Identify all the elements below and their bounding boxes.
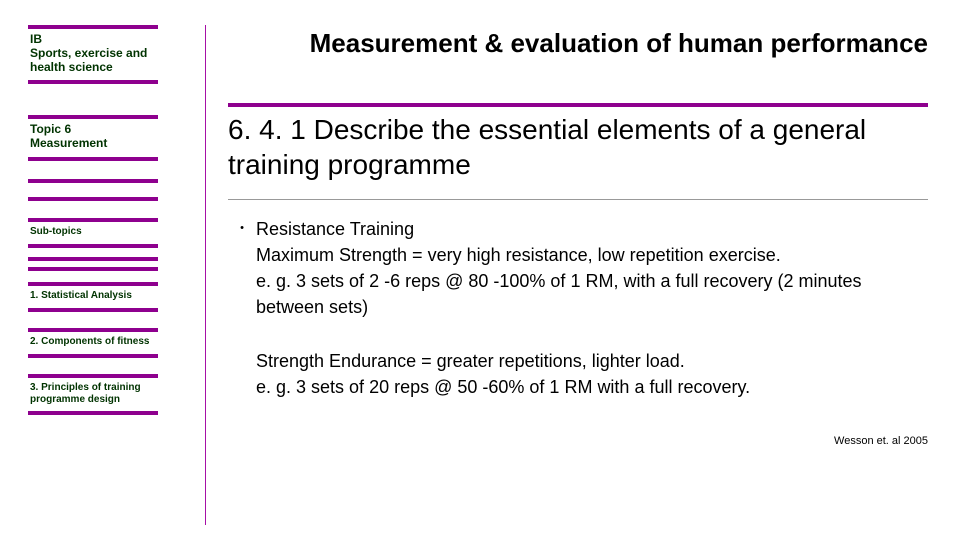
sidebar-box-components: 2. Components of fitness <box>28 328 158 358</box>
sidebar-label: 2. Components of fitness <box>28 332 158 354</box>
sidebar-box-blank <box>28 257 158 271</box>
sidebar-box-subtopics: Sub-topics <box>28 218 158 248</box>
text: 3. Principles of training programme desi… <box>30 382 141 405</box>
sidebar-box-blank <box>28 179 158 201</box>
bullet-text: Resistance Training Maximum Strength = v… <box>256 216 928 320</box>
bar <box>28 157 158 161</box>
paragraph: Strength Endurance = greater repetitions… <box>256 348 928 400</box>
bar <box>28 267 158 271</box>
body-content: • Resistance Training Maximum Strength =… <box>228 216 928 401</box>
bar <box>28 308 158 312</box>
text: Measurement <box>30 136 107 150</box>
sidebar-label: 3. Principles of training programme desi… <box>28 378 158 411</box>
vertical-divider <box>205 25 206 525</box>
sidebar-label <box>28 183 158 197</box>
bar <box>28 244 158 248</box>
slide: IB Sports, exercise and health science T… <box>0 0 960 540</box>
bar <box>28 80 158 84</box>
text: 2. Components of fitness <box>30 336 149 347</box>
text: IB <box>30 32 42 46</box>
text: 1. Statistical Analysis <box>30 290 132 301</box>
sidebar-label: Sub-topics <box>28 222 158 244</box>
text: Resistance Training <box>256 219 414 239</box>
bar <box>28 411 158 415</box>
sidebar-box-topic: Topic 6 Measurement <box>28 115 158 161</box>
title-underline <box>228 103 928 107</box>
text: Sub-topics <box>30 226 82 237</box>
citation: Wesson et. al 2005 <box>834 435 928 447</box>
sidebar-label: Topic 6 Measurement <box>28 119 158 157</box>
text: Strength Endurance = greater repetitions… <box>256 351 685 371</box>
subtitle: 6. 4. 1 Describe the essential elements … <box>228 112 928 182</box>
text: e. g. 3 sets of 2 -6 reps @ 80 -100% of … <box>256 271 862 317</box>
bullet-item: • Resistance Training Maximum Strength =… <box>228 216 928 320</box>
subtitle-underline <box>228 199 928 200</box>
text: e. g. 3 sets of 20 reps @ 50 -60% of 1 R… <box>256 377 750 397</box>
sidebar-box-principles: 3. Principles of training programme desi… <box>28 374 158 415</box>
text: Sports, exercise and health science <box>30 46 147 74</box>
sidebar-box-ib: IB Sports, exercise and health science <box>28 25 158 84</box>
text: Topic 6 <box>30 122 71 136</box>
bar <box>28 197 158 201</box>
sidebar-label: IB Sports, exercise and health science <box>28 29 158 80</box>
sidebar-label: 1. Statistical Analysis <box>28 286 158 308</box>
bar <box>28 354 158 358</box>
page-title: Measurement & evaluation of human perfor… <box>228 28 928 59</box>
bullet-icon: • <box>228 216 256 320</box>
text: Maximum Strength = very high resistance,… <box>256 245 781 265</box>
sidebar-box-stat: 1. Statistical Analysis <box>28 282 158 312</box>
